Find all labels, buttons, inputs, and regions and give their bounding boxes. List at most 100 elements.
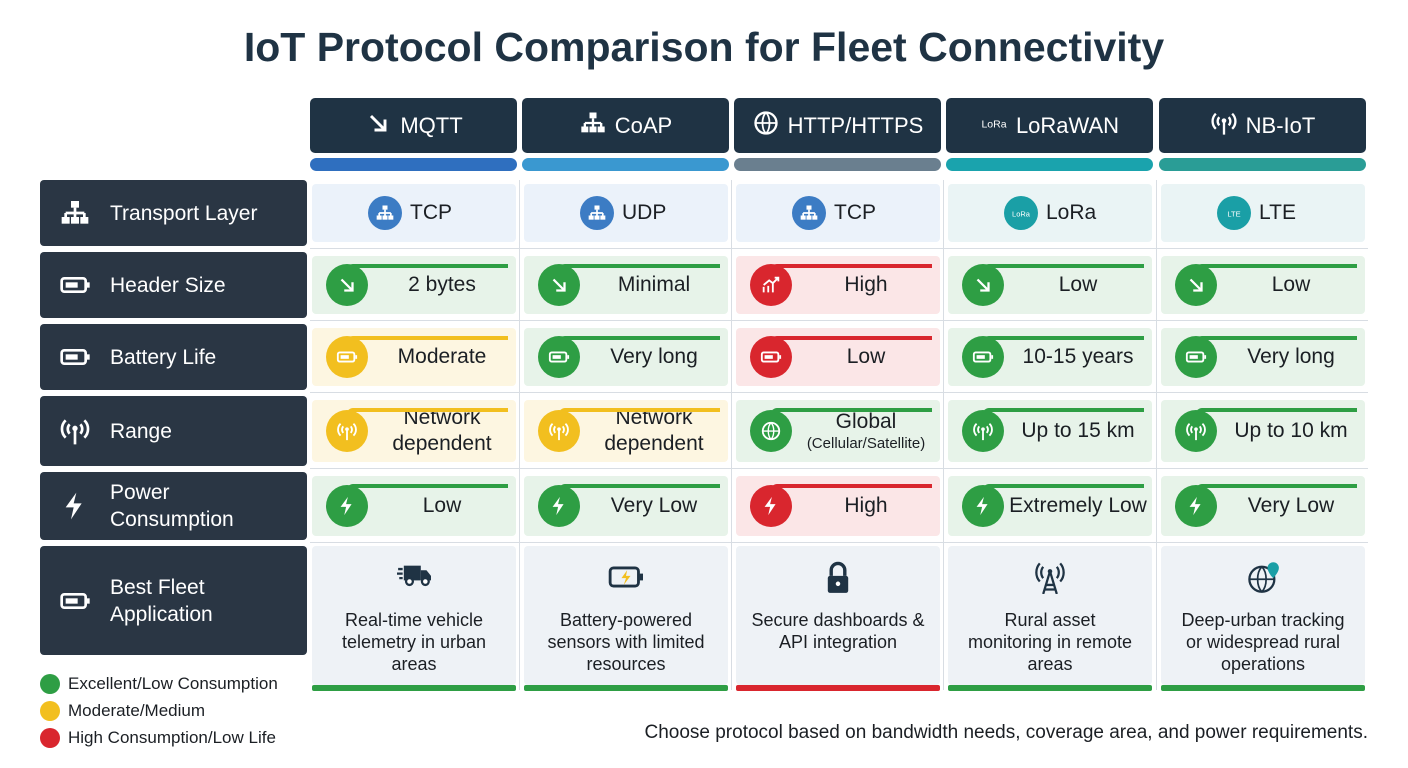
status-connector-line xyxy=(559,408,720,420)
antenna-icon xyxy=(962,410,1004,452)
cell-value: Up to 10 km xyxy=(1217,418,1365,444)
status-bar xyxy=(312,685,516,691)
cell-value: Low xyxy=(368,493,516,519)
legend-item: Moderate/Medium xyxy=(40,701,205,721)
antenna-icon xyxy=(1175,410,1217,452)
battery-charging-icon xyxy=(606,560,646,599)
column-divider xyxy=(731,180,732,690)
antenna-icon xyxy=(1210,109,1238,143)
footer-note: Choose protocol based on bandwidth needs… xyxy=(644,722,1368,743)
legend-item: High Consumption/Low Life xyxy=(40,728,276,748)
row-label-text: Best Fleet Application xyxy=(110,575,213,626)
envelope-arrows-icon xyxy=(364,109,392,143)
arrow-down-right-icon xyxy=(326,264,368,306)
protocol-name: CoAP xyxy=(614,112,673,138)
cell-coap: Very long xyxy=(524,328,728,386)
row-divider xyxy=(310,320,1368,321)
hierarchy-icon xyxy=(40,197,110,229)
status-connector-line xyxy=(1196,408,1357,420)
cell-lorawan: Extremely Low xyxy=(948,476,1152,536)
protocol-name: LoRaWAN xyxy=(1015,112,1120,138)
cell-value-text: Very Low xyxy=(610,494,698,517)
cell-value: Up to 15 km xyxy=(1004,418,1152,444)
protocol-name: NB-IoT xyxy=(1245,112,1316,138)
antenna-icon xyxy=(538,410,580,452)
legend-label: High Consumption/Low Life xyxy=(68,728,276,747)
cell-value-text: Low xyxy=(1271,273,1311,296)
lightning-icon xyxy=(962,485,1004,527)
row-label-power-consumption: Power Consumption xyxy=(40,472,307,540)
cell-value-text: UDP xyxy=(622,201,667,224)
battery-icon xyxy=(962,336,1004,378)
lightning-icon xyxy=(40,490,110,522)
cell-value-text: Very Low xyxy=(1247,494,1335,517)
cell-nbiot: Very Low xyxy=(1161,476,1365,536)
cell-value: Global (Cellular/Satellite) xyxy=(792,409,940,453)
cell-value-text: 10-15 years xyxy=(1022,345,1134,368)
application-cell: Real-time vehicle telemetry in urban are… xyxy=(312,546,516,691)
status-connector-line xyxy=(1196,484,1357,496)
lightning-icon xyxy=(750,485,792,527)
protocol-name: MQTT xyxy=(400,112,463,138)
browser-window-icon xyxy=(40,269,110,301)
protocol-color-stripe xyxy=(522,158,729,171)
globe-icon xyxy=(750,410,792,452)
status-connector-line xyxy=(983,484,1144,496)
cell-value-text: Low xyxy=(422,494,462,517)
cell-value: Very Low xyxy=(1217,493,1365,519)
row-label-text: Battery Life xyxy=(110,345,217,369)
protocol-header-lorawan: LoRa LoRaWAN xyxy=(946,98,1153,153)
row-label-text: Range xyxy=(110,419,172,443)
status-connector-line xyxy=(771,336,932,348)
application-text: Battery-powered sensors with limited res… xyxy=(547,610,705,674)
row-label-header-size: Header Size xyxy=(40,252,307,318)
legend-item: Excellent/Low Consumption xyxy=(40,674,278,694)
cell-coap: Very Low xyxy=(524,476,728,536)
arrow-down-right-icon xyxy=(1175,264,1217,306)
row-divider xyxy=(310,392,1368,393)
cell-httphttps: TCP xyxy=(736,184,940,242)
lightning-icon xyxy=(326,485,368,527)
battery-icon xyxy=(750,336,792,378)
svg-text:LoRa: LoRa xyxy=(981,118,1006,130)
cell-value: High xyxy=(792,493,940,519)
arrow-down-right-icon xyxy=(538,264,580,306)
row-label-text: Transport Layer xyxy=(110,201,258,225)
protocol-header-httphttps: HTTP/HTTPS xyxy=(734,98,941,153)
application-cell: Rural asset monitoring in remote areas xyxy=(948,546,1152,691)
cell-value-text: TCP xyxy=(410,201,452,224)
legend-red-dot xyxy=(40,728,60,748)
application-text: Secure dashboards & API integration xyxy=(751,610,925,652)
lora-signal-icon: LoRa xyxy=(980,109,1008,143)
chart-up-icon xyxy=(750,264,792,306)
antenna-tower-icon xyxy=(1030,560,1070,599)
cell-value: 10-15 years xyxy=(1004,344,1152,370)
cell-value: Very long xyxy=(580,344,728,370)
cell-value: Very long xyxy=(1217,344,1365,370)
cell-value: TCP xyxy=(410,200,452,226)
battery-icon xyxy=(326,336,368,378)
cell-value: LTE xyxy=(1259,200,1296,226)
application-cell: Deep-urban tracking or widespread rural … xyxy=(1161,546,1365,691)
column-divider xyxy=(943,180,944,690)
cell-value: Very Low xyxy=(580,493,728,519)
status-connector-line xyxy=(983,264,1144,276)
truck-location-icon xyxy=(40,585,110,617)
cell-value: High xyxy=(792,272,940,298)
globe-lock-icon xyxy=(752,109,780,143)
status-bar xyxy=(948,685,1152,691)
protocol-color-stripe xyxy=(946,158,1153,171)
legend-yellow-dot xyxy=(40,701,60,721)
application-text: Rural asset monitoring in remote areas xyxy=(967,610,1133,674)
antenna-icon xyxy=(326,410,368,452)
status-bar xyxy=(736,685,940,691)
cell-value-text: Low xyxy=(846,345,886,368)
row-label-battery-life: Battery Life xyxy=(40,324,307,390)
legend-label: Moderate/Medium xyxy=(68,701,206,720)
cell-value-text: Global xyxy=(835,410,897,433)
antenna-icon xyxy=(40,415,110,447)
status-connector-line xyxy=(559,484,720,496)
hierarchy-icon xyxy=(368,196,402,230)
status-connector-line xyxy=(1196,336,1357,348)
arrow-down-right-icon xyxy=(962,264,1004,306)
